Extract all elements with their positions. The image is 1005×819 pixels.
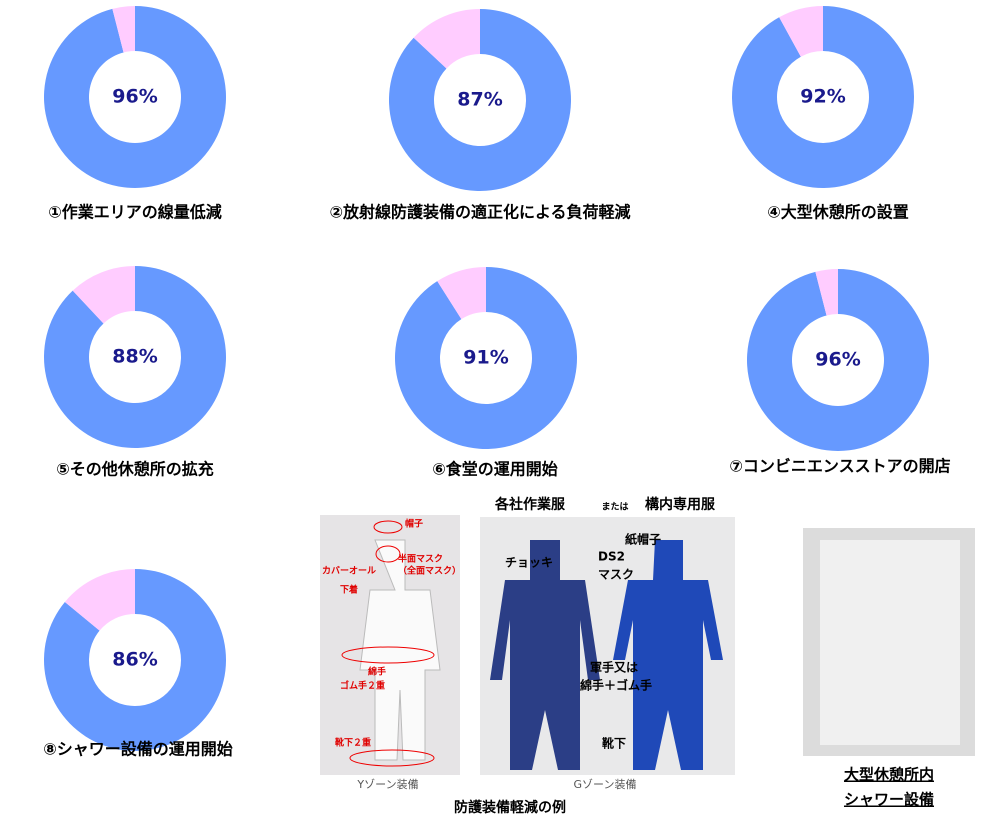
chart-title: ⑤その他休憩所の拡充 xyxy=(56,460,214,479)
mark xyxy=(375,545,401,563)
center-label: 86% xyxy=(112,649,157,671)
mark xyxy=(341,646,435,664)
figure xyxy=(613,540,723,770)
donut-slice xyxy=(413,9,480,69)
donut-slice xyxy=(437,267,486,320)
photo-label: チョッキ xyxy=(505,556,553,570)
photo-label: 半面マスク xyxy=(398,553,443,565)
photo-label: （全面マスク） xyxy=(398,565,461,577)
photo-label: 綿手＋ゴム手 xyxy=(580,678,652,693)
photo-label: 靴下 xyxy=(602,736,626,751)
center-label: 96% xyxy=(815,349,860,371)
photo-label: 綿手 xyxy=(368,666,386,678)
photo-label: カバーオール xyxy=(322,566,376,577)
photo-label: ゴム手２重 xyxy=(340,680,385,692)
photo-label: 構内専用服 xyxy=(645,496,716,513)
center-label: 92% xyxy=(800,86,845,108)
photo-label: 靴下２重 xyxy=(335,737,371,749)
photo-label: 防護装備軽減の例 xyxy=(454,799,566,816)
chart-title: ⑥食堂の運用開始 xyxy=(432,460,558,479)
center-label: 88% xyxy=(112,346,157,368)
chart-title: ⑧シャワー設備の運用開始 xyxy=(43,740,233,759)
donut-slice xyxy=(732,6,915,188)
photo-label: 紙帽子 xyxy=(625,532,661,547)
donut-slice xyxy=(43,6,226,188)
center-label: 96% xyxy=(112,86,157,108)
center-label: 91% xyxy=(463,347,508,369)
figure xyxy=(359,539,441,761)
chart-title: ⑦コンビニエンスストアの開店 xyxy=(729,457,950,476)
mark xyxy=(373,520,403,534)
photo-label: 軍手又は xyxy=(590,660,638,675)
chart-title: ①作業エリアの線量低減 xyxy=(48,203,222,222)
donut-slice xyxy=(779,6,823,57)
photo-label: Yゾーン装備 xyxy=(356,778,418,791)
chart-title: ④大型休憩所の設置 xyxy=(767,203,909,222)
photo-shower-wall xyxy=(820,540,960,745)
donut-slice xyxy=(43,266,226,448)
chart-title: ②放射線防護装備の適正化による負荷軽減 xyxy=(329,203,630,222)
photo-label: または xyxy=(601,502,628,513)
donut-slice xyxy=(44,569,227,751)
photo-y xyxy=(320,515,460,775)
center-label: 87% xyxy=(457,89,502,111)
donut-slice xyxy=(64,569,135,631)
donut-slice xyxy=(815,269,838,316)
photo-label: 各社作業服 xyxy=(494,496,566,513)
photo-label: シャワー設備 xyxy=(844,791,934,809)
photo-label: マスク xyxy=(598,568,634,582)
photo-g xyxy=(480,517,735,775)
donut-slice xyxy=(72,266,135,324)
photo-label: 帽子 xyxy=(405,518,423,530)
photo-label: 下着 xyxy=(340,584,358,596)
photo-label: DS2 xyxy=(598,550,625,564)
photo-label: 大型休憩所内 xyxy=(844,766,934,784)
photo-label: Gゾーン装備 xyxy=(574,778,637,791)
mark xyxy=(349,749,435,767)
donut-slice xyxy=(395,267,578,449)
donut-slice xyxy=(112,6,135,53)
figure xyxy=(490,540,600,770)
donut-slice xyxy=(746,269,929,451)
donut-slice xyxy=(389,9,571,191)
